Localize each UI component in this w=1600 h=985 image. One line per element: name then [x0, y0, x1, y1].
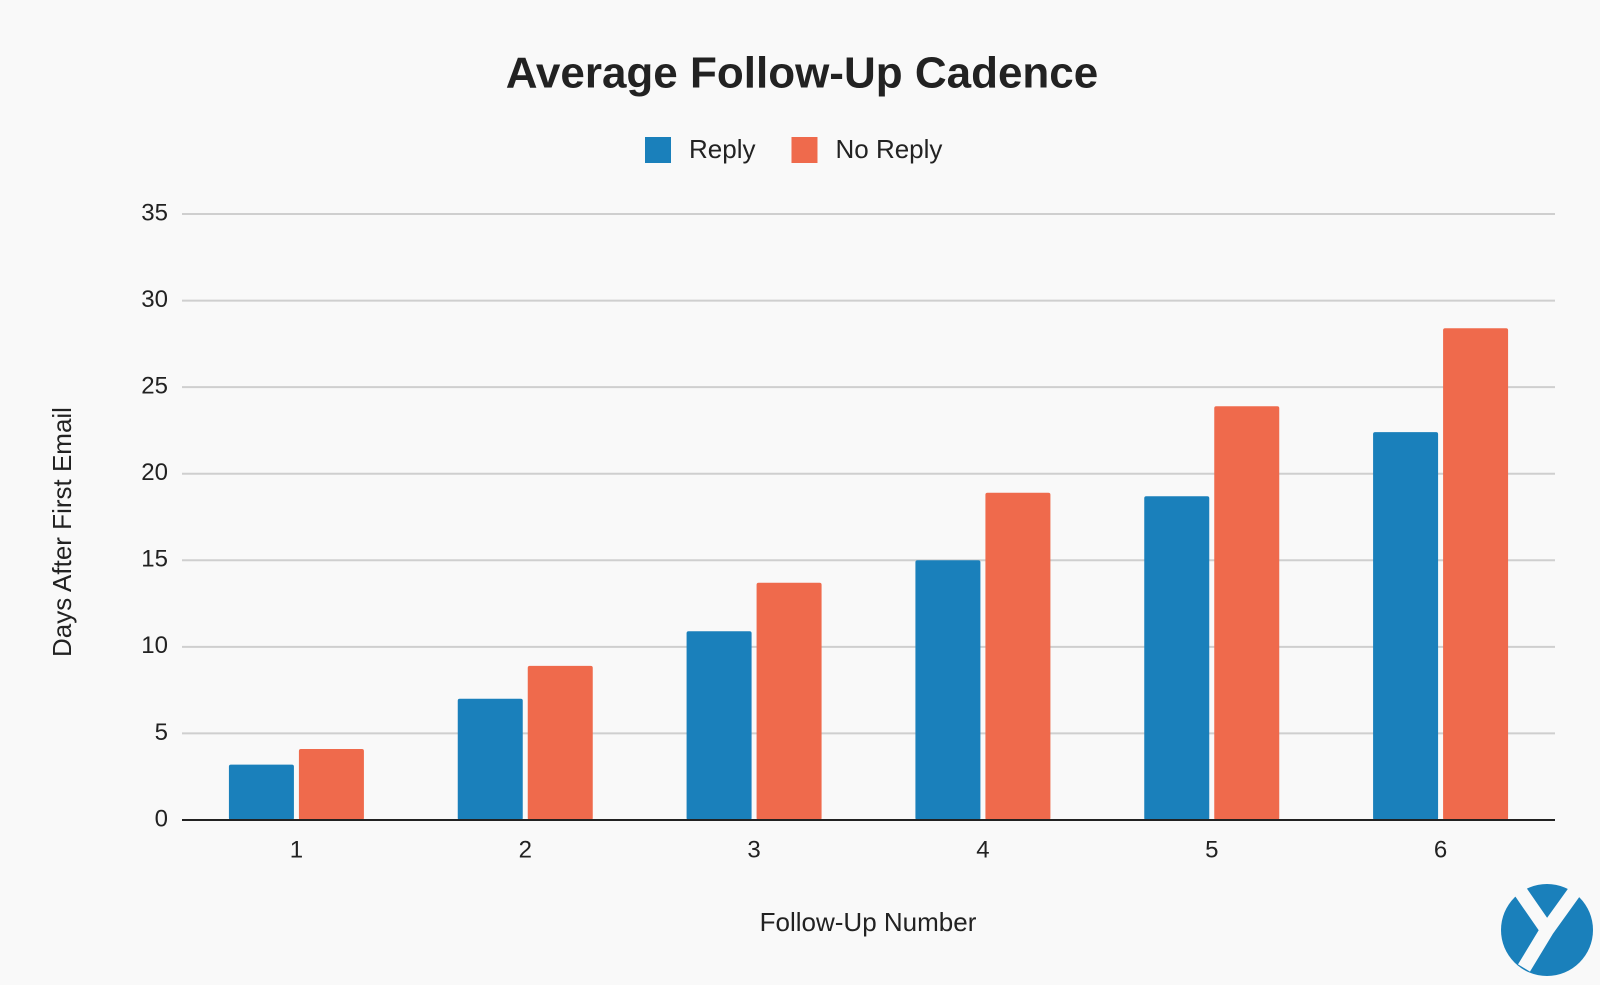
- y-tick-label: 10: [141, 632, 168, 659]
- legend-label: No Reply: [835, 134, 942, 164]
- y-axis-label: Days After First Email: [47, 407, 77, 657]
- x-axis-label: Follow-Up Number: [760, 907, 977, 937]
- y-tick-label: 25: [141, 372, 168, 399]
- bar: [1443, 328, 1509, 820]
- bar: [686, 631, 752, 820]
- x-tick-label: 6: [1434, 836, 1447, 863]
- bar: [1373, 432, 1439, 820]
- bar: [298, 749, 364, 820]
- y-tick-label: 35: [141, 199, 168, 226]
- y-tick-label: 5: [155, 719, 168, 746]
- x-tick-label: 2: [519, 836, 532, 863]
- chart-title: Average Follow-Up Cadence: [506, 49, 1099, 98]
- bar: [228, 764, 294, 820]
- logo: [1501, 879, 1593, 976]
- legend-swatch: [791, 137, 818, 163]
- bar: [457, 698, 523, 820]
- y-tick-label: 15: [141, 546, 168, 573]
- bar: [1144, 496, 1210, 820]
- y-tick-label: 30: [141, 286, 168, 313]
- y-tick-label: 0: [155, 805, 168, 832]
- bar: [985, 492, 1051, 820]
- y-tick-label: 20: [141, 459, 168, 486]
- x-tick-label: 5: [1205, 836, 1218, 863]
- legend-swatch: [645, 137, 671, 163]
- x-tick-label: 1: [290, 836, 303, 863]
- x-tick-label: 4: [976, 836, 989, 863]
- bar: [527, 665, 593, 820]
- bar: [915, 560, 981, 820]
- bar: [1214, 406, 1280, 820]
- legend-label: Reply: [689, 134, 755, 164]
- x-tick-label: 3: [747, 836, 760, 863]
- bar: [756, 582, 822, 820]
